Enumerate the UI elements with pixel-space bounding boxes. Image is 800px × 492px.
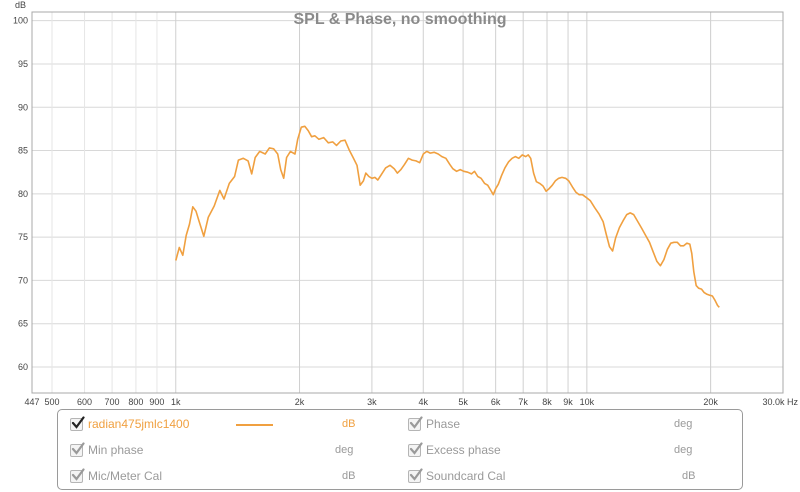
legend-line-swatch [236, 424, 273, 426]
checkbox-checked-icon[interactable] [408, 441, 423, 457]
checkbox-checked-icon[interactable] [408, 467, 423, 483]
x-tick-label: 2k [295, 397, 305, 407]
y-tick-labels: 60 65 70 75 80 85 90 95 100 [13, 16, 28, 372]
x-tick-label: 700 [105, 397, 120, 407]
y-tick-label: 70 [18, 275, 28, 285]
x-tick-label: 9k [563, 397, 573, 407]
legend-label: Min phase [88, 443, 144, 457]
y-tick-label: 65 [18, 319, 28, 329]
spl-chart[interactable]: SPL & Phase, no smoothing dB 60 65 70 75 80 8… [0, 0, 800, 408]
legend-panel: radian475jmlc1400 dB Phase deg Min phase… [57, 409, 743, 490]
legend-item-min-phase[interactable]: Min phase [70, 441, 144, 458]
x-tick-label: 5k [458, 397, 468, 407]
checkbox-checked-icon[interactable] [70, 441, 85, 457]
legend-unit: deg [335, 444, 354, 456]
legend-item-mic-meter-cal[interactable]: Mic/Meter Cal [70, 467, 163, 484]
legend-item-measurement[interactable]: radian475jmlc1400 [70, 415, 190, 432]
legend-label: Soundcard Cal [426, 469, 506, 483]
checkbox-checked-icon[interactable] [70, 467, 85, 483]
y-axis-unit-label: dB [15, 0, 26, 10]
legend-item-excess-phase[interactable]: Excess phase [408, 441, 501, 458]
y-tick-label: 100 [13, 16, 28, 26]
x-tick-label: 3k [367, 397, 377, 407]
x-tick-label: 4k [419, 397, 429, 407]
x-tick-label: 447 [24, 397, 39, 407]
legend-label: Mic/Meter Cal [88, 469, 163, 483]
legend-unit: dB [682, 470, 696, 482]
y-tick-label: 95 [18, 59, 28, 69]
legend-unit: deg [674, 418, 693, 430]
x-tick-label: 6k [491, 397, 501, 407]
x-tick-label: 1k [171, 397, 181, 407]
x-tick-labels: 447 500 600 700 800 900 1k 2k 3k 4k 5k 6k 7k 8k 9k 10k 2… [24, 397, 798, 407]
legend-unit: dB [342, 418, 356, 430]
x-tick-label: 7k [518, 397, 528, 407]
legend-label: radian475jmlc1400 [88, 417, 190, 431]
legend-unit: dB [342, 470, 356, 482]
series-layer [175, 125, 720, 308]
x-tick-label: 900 [149, 397, 164, 407]
y-tick-label: 90 [18, 102, 28, 112]
x-tick-label: 20k [703, 397, 718, 407]
x-tick-label: 800 [128, 397, 143, 407]
legend-unit: deg [674, 444, 693, 456]
chart-title: SPL & Phase, no smoothing [293, 11, 506, 28]
y-tick-label: 80 [18, 189, 28, 199]
series-line-spl [175, 125, 720, 308]
legend-item-phase[interactable]: Phase [408, 415, 461, 432]
plot-frame [31, 11, 784, 394]
legend-label: Excess phase [426, 443, 501, 457]
y-tick-label: 75 [18, 232, 28, 242]
legend-label: Phase [426, 417, 461, 431]
x-tick-label: 10k [580, 397, 595, 407]
y-tick-label: 60 [18, 362, 28, 372]
x-tick-label: 30.0k Hz [762, 397, 798, 407]
x-tick-label: 600 [77, 397, 92, 407]
checkbox-checked-icon[interactable] [70, 415, 85, 431]
x-tick-label: 500 [44, 397, 59, 407]
grid-lines [32, 12, 783, 393]
checkbox-checked-icon[interactable] [408, 415, 423, 431]
x-tick-label: 8k [542, 397, 552, 407]
legend-item-soundcard-cal[interactable]: Soundcard Cal [408, 467, 506, 484]
y-tick-label: 85 [18, 146, 28, 156]
